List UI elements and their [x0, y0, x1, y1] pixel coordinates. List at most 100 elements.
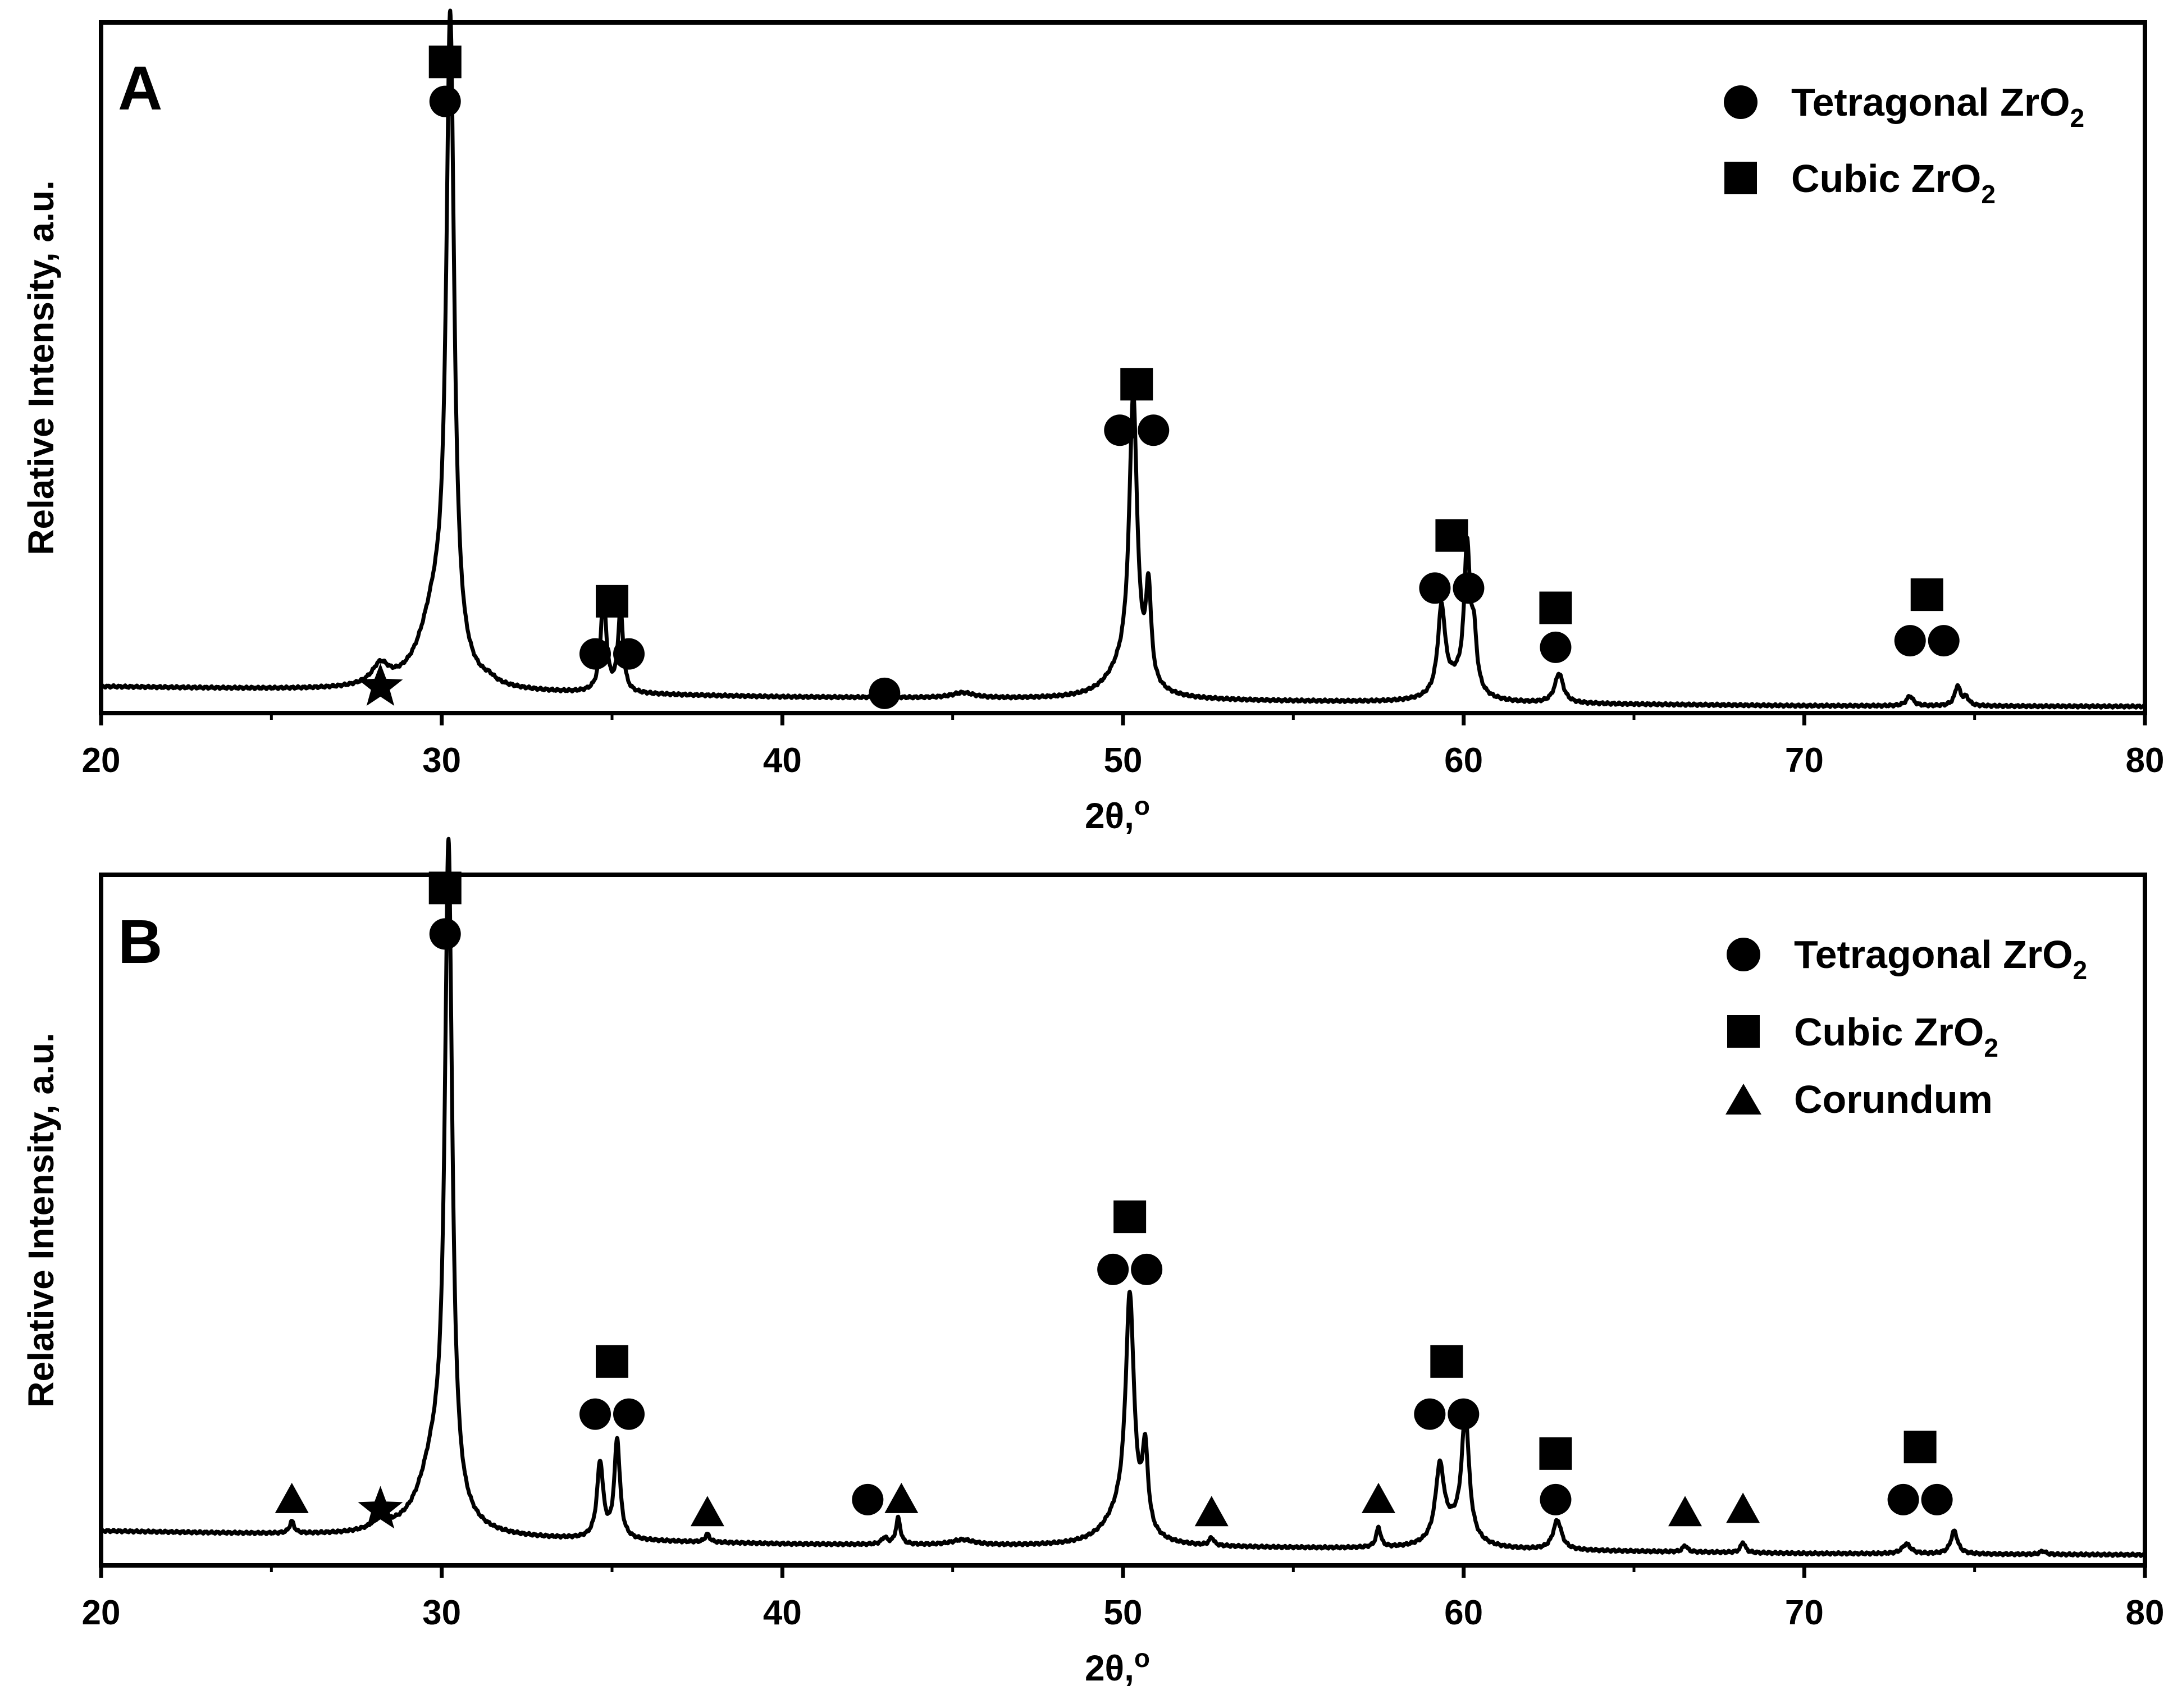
panel-b-x-axis-label-text: 2θ, [1085, 1648, 1134, 1688]
x-tick-label: 50 [1104, 1593, 1143, 1632]
svg-text:2θ,o: 2θ,o [1085, 1643, 1150, 1688]
legend-triangle-marker [1725, 1084, 1761, 1115]
tetragonal-circle-marker [1540, 631, 1572, 663]
panel-b-legend-corundum: Corundum [1794, 1077, 1993, 1121]
tetragonal-circle-marker [613, 638, 645, 670]
corundum-triangle-marker [690, 1496, 724, 1527]
panel-b-legend-cubic: Cubic ZrO2 [1794, 1010, 1998, 1062]
tetragonal-circle-marker [852, 1483, 884, 1515]
cubic-square-marker [1430, 1345, 1463, 1378]
panel-b-legend-tetragonal-text: Tetragonal ZrO [1794, 933, 2073, 976]
tetragonal-circle-marker [1104, 414, 1136, 446]
x-tick-label: 20 [82, 1593, 121, 1632]
x-tick-label: 30 [422, 741, 461, 780]
cubic-square-marker [1903, 1431, 1937, 1464]
cubic-square-marker [1539, 1437, 1572, 1470]
tetragonal-circle-marker [1131, 1253, 1163, 1285]
corundum-triangle-marker [884, 1482, 919, 1513]
x-tick-label: 60 [1444, 741, 1483, 780]
tetragonal-circle-marker [613, 1398, 645, 1430]
panel-a-legend-cubic-sub: 2 [1981, 180, 1996, 209]
tetragonal-circle-marker [1453, 572, 1485, 604]
x-tick-label: 60 [1444, 1593, 1483, 1632]
cubic-square-marker [428, 45, 462, 79]
panel-b-legend-cubic-text: Cubic ZrO [1794, 1010, 1984, 1054]
panel-b-phase-markers [275, 871, 1953, 1529]
cubic-square-marker [1120, 368, 1153, 401]
x-tick-label: 50 [1104, 741, 1143, 780]
panel-a-x-tick-labels: 20 30 40 50 60 70 80 [82, 741, 2165, 780]
cubic-square-marker [1910, 578, 1943, 611]
legend-circle-marker [1724, 85, 1758, 119]
x-tick-label: 40 [763, 741, 802, 780]
panel-a-legend-tetragonal-text: Tetragonal ZrO [1791, 80, 2070, 124]
panel-a-legend: Tetragonal ZrO2 Cubic ZrO2 [1724, 80, 2084, 209]
unidentified-star-marker [358, 1486, 403, 1529]
panel-b-legend-cubic-sub: 2 [1984, 1033, 1998, 1062]
x-tick-label: 70 [1785, 741, 1824, 780]
tetragonal-circle-marker [429, 85, 461, 117]
cubic-square-marker [428, 871, 462, 905]
tetragonal-circle-marker [1921, 1483, 1953, 1515]
panel-b-y-axis-label: Relative Intensity, a.u. [21, 1033, 61, 1407]
cubic-square-marker [1113, 1200, 1147, 1234]
cubic-square-marker [1435, 519, 1468, 552]
panel-a-x-axis-degree: o [1134, 791, 1150, 820]
svg-text:2θ,o: 2θ,o [1085, 791, 1150, 836]
panel-a-xrd-pattern-line [99, 8, 2147, 710]
panel-a-x-axis-label-text: 2θ, [1085, 796, 1134, 836]
legend-square-marker [1727, 1015, 1760, 1048]
panel-a-legend-cubic-text: Cubic ZrO [1791, 157, 1981, 200]
x-tick-label: 80 [2126, 1593, 2165, 1632]
panel-a-y-axis-label: Relative Intensity, a.u. [21, 180, 61, 555]
corundum-triangle-marker [275, 1482, 309, 1513]
tetragonal-circle-marker [1448, 1398, 1480, 1430]
tetragonal-circle-marker [1419, 572, 1451, 604]
cubic-square-marker [596, 1345, 628, 1378]
panel-b-x-axis-label: 2θ,o [1085, 1643, 1150, 1688]
x-tick-label: 80 [2126, 741, 2165, 780]
panel-b: B Relative Intensity, a.u. 2θ,o 20 30 40 50… [21, 837, 2165, 1688]
legend-square-marker [1724, 162, 1757, 194]
panel-b-x-axis-degree: o [1134, 1643, 1150, 1673]
cubic-square-marker [596, 584, 628, 618]
corundum-triangle-marker [1194, 1496, 1229, 1527]
tetragonal-circle-marker [1540, 1483, 1572, 1515]
panel-a-x-ticks [99, 713, 2147, 725]
cubic-square-marker [1539, 591, 1572, 624]
legend-circle-marker [1727, 938, 1760, 971]
panel-a-x-axis-label: 2θ,o [1085, 791, 1150, 836]
corundum-triangle-marker [1668, 1496, 1702, 1527]
panel-a-phase-markers [358, 45, 1960, 709]
panel-b-letter: B [118, 907, 162, 976]
x-tick-label: 30 [422, 1593, 461, 1632]
x-tick-label: 70 [1785, 1593, 1824, 1632]
tetragonal-circle-marker [1894, 625, 1926, 657]
panel-a-legend-tetragonal-sub: 2 [2070, 103, 2085, 133]
tetragonal-circle-marker [1887, 1483, 1919, 1515]
panel-b-xrd-pattern-line [99, 837, 2147, 1558]
unidentified-star-marker [358, 663, 403, 706]
panel-b-legend-tetragonal: Tetragonal ZrO2 [1794, 933, 2087, 985]
panel-a: A Relative Intensity, a.u. 2θ,o 20 30 40 50… [21, 8, 2165, 836]
tetragonal-circle-marker [1097, 1253, 1129, 1285]
panel-b-legend: Tetragonal ZrO2 Cubic ZrO2 Corundum [1725, 933, 2087, 1121]
panel-a-legend-cubic: Cubic ZrO2 [1791, 157, 1996, 209]
x-tick-label: 20 [82, 741, 121, 780]
panel-a-legend-tetragonal: Tetragonal ZrO2 [1791, 80, 2084, 133]
corundum-triangle-marker [1362, 1482, 1395, 1513]
tetragonal-circle-marker [869, 677, 901, 709]
x-tick-label: 40 [763, 1593, 802, 1632]
panel-b-legend-tetragonal-sub: 2 [2073, 956, 2088, 985]
panel-a-letter: A [118, 54, 162, 123]
corundum-triangle-marker [1726, 1492, 1760, 1523]
tetragonal-circle-marker [429, 918, 461, 950]
tetragonal-circle-marker [1928, 625, 1960, 657]
panel-b-x-tick-labels: 20 30 40 50 60 70 80 [82, 1593, 2165, 1632]
tetragonal-circle-marker [579, 638, 611, 670]
tetragonal-circle-marker [1414, 1398, 1446, 1430]
tetragonal-circle-marker [1138, 414, 1170, 446]
tetragonal-circle-marker [579, 1398, 611, 1430]
panel-b-x-ticks [99, 1565, 2147, 1578]
